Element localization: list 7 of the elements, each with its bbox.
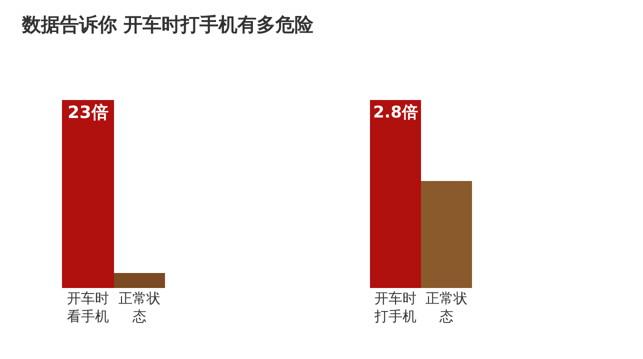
x-tick-label: 正常状态 (118, 291, 160, 326)
data-label: 2.8倍 (373, 102, 418, 122)
x-tick-label: 开车时看手机 (66, 291, 109, 326)
x-tick-label: 正常状态 (426, 291, 468, 326)
x-tick-label: 开车时打手机 (374, 291, 416, 326)
data-label: 23倍 (68, 103, 108, 123)
chart-title: 数据告诉你 开车时打手机有多危险 (22, 13, 314, 38)
